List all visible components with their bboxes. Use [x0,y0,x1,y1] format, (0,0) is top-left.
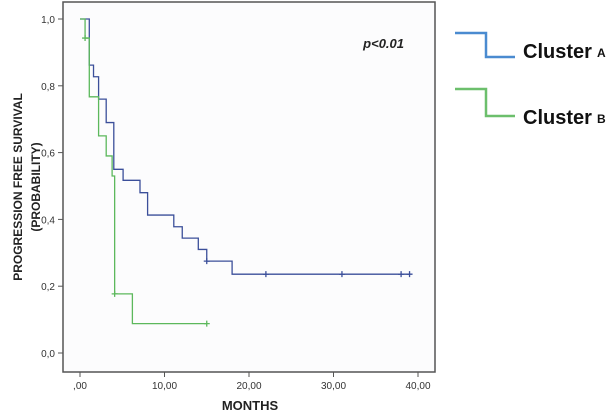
plot-frame [62,1,436,373]
censor-mark [111,290,118,297]
censor-mark [398,271,405,278]
survival-curve-a [80,18,410,275]
y-tick-label: 0,4 [41,215,55,226]
y-axis-label-line2: (PROBABILITY) [29,142,43,231]
legend-label-a: Cluster [523,41,592,63]
y-tick-label: 0,8 [41,82,55,93]
x-axis-label: MONTHS [222,398,279,413]
legend-swatch-a [455,31,515,59]
legend-suffix-a: A [597,46,606,60]
y-axis-label-line1: PROGRESSION FREE SURVIVAL [11,93,25,281]
legend-swatch-b [455,87,515,118]
x-tick-label: ,00 [73,381,87,392]
x-tick-label: 30,00 [321,381,346,392]
legend: Cluster A Cluster B [455,31,606,129]
censor-mark [203,320,210,327]
censor-mark [338,271,345,278]
y-tick-label: 0,0 [41,349,55,360]
censor-mark [82,35,89,42]
censor-mark [262,271,269,278]
x-tick-label: 40,00 [405,381,430,392]
x-tick-label: 10,00 [152,381,177,392]
censor-mark [406,271,413,278]
y-tick-label: 0,2 [41,282,55,293]
p-value-annotation: p<0.01 [362,36,404,51]
censor-mark [203,258,210,265]
y-tick-label: 1,0 [41,15,55,26]
legend-label-b: Cluster [523,107,592,129]
x-tick-label: 20,00 [236,381,261,392]
legend-suffix-b: B [597,112,606,126]
y-tick-label: 0,6 [41,149,55,160]
